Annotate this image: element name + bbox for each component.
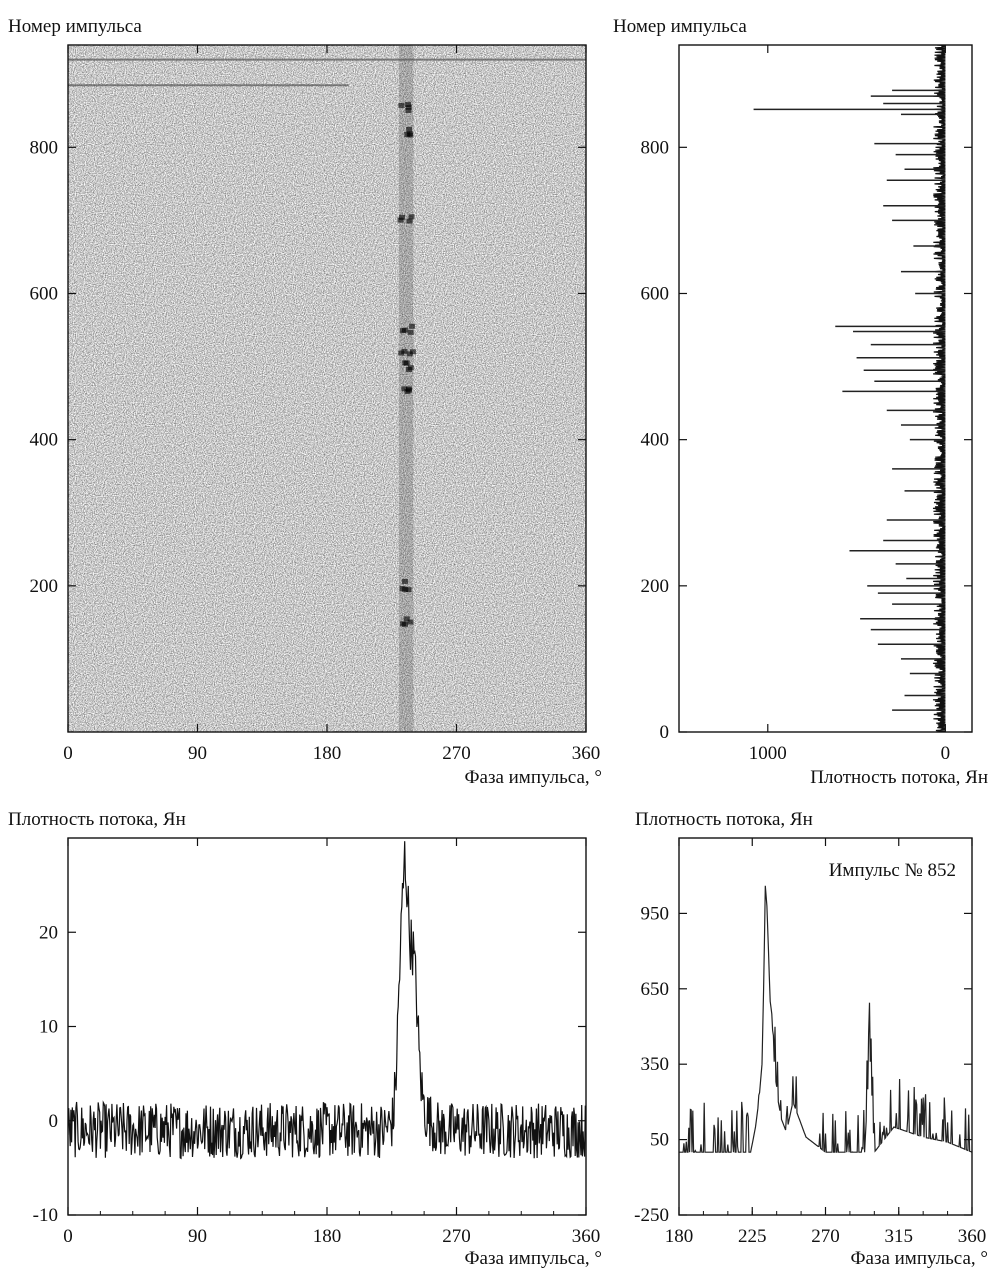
bright-pulse-mark xyxy=(409,349,416,355)
single-pulse-series xyxy=(679,885,972,1153)
flux-pulse-ticks: 1000 0 0 200 400 600 800 xyxy=(641,45,972,764)
avg-profile-ytick-label: 0 xyxy=(49,1111,59,1132)
waterfall-xtick-label: 270 xyxy=(442,743,471,764)
avg-profile-xtick-label: 90 xyxy=(188,1226,207,1247)
bright-pulse-mark xyxy=(398,102,405,108)
bright-pulse-mark xyxy=(405,104,412,110)
single-pulse-xtick-label: 270 xyxy=(811,1226,840,1247)
flux-pulse-ytick-label: 400 xyxy=(641,430,670,451)
bright-pulse-mark xyxy=(406,126,413,132)
avg-profile-ylabel: Плотность потока, Ян xyxy=(8,809,186,830)
single-pulse-line xyxy=(679,885,972,1153)
avg-profile-xlabel: Фаза импульса, ° xyxy=(465,1248,603,1269)
bright-pulse-mark xyxy=(397,217,404,223)
waterfall-ylabel: Номер импульса xyxy=(8,16,142,37)
avg-profile-frame xyxy=(67,837,587,1216)
bright-pulse-mark xyxy=(406,387,413,393)
avg-profile-ytick-label: 10 xyxy=(39,1017,58,1038)
bright-pulse-mark xyxy=(401,327,408,333)
single-pulse-ytick-label: 50 xyxy=(650,1130,669,1151)
waterfall-xtick-label: 360 xyxy=(572,743,601,764)
average-profile-panel: Плотность потока, Ян 0 90 180 270 360-100102… xyxy=(8,809,602,1269)
single-pulse-xtick-label: 225 xyxy=(738,1226,767,1247)
waterfall-ticks: 0 90 180 270 360 200 400 600 800 xyxy=(30,45,601,764)
flux-vs-pulse-panel: Номер импульса 1000 0 0 200 400 600 800 Плотно… xyxy=(613,16,988,788)
flux-pulse-xlabel: Плотность потока, Ян xyxy=(810,767,988,788)
waterfall-ytick-label: 600 xyxy=(30,283,59,304)
single-pulse-ytick-label: 350 xyxy=(641,1054,670,1075)
waterfall-ytick-label: 200 xyxy=(30,576,59,597)
bright-pulse-mark xyxy=(399,586,406,592)
bright-pulse-mark xyxy=(405,587,412,593)
avg-profile-line xyxy=(68,841,586,1160)
flux-pulse-ytick-label: 200 xyxy=(641,576,670,597)
bright-pulse-mark xyxy=(403,360,410,366)
flux-noise-trace xyxy=(932,45,946,732)
single-pulse-ytick-label: 650 xyxy=(641,979,670,1000)
avg-profile-xtick-label: 360 xyxy=(572,1226,601,1247)
bright-pulse-mark xyxy=(404,132,411,138)
bright-pulse-mark xyxy=(406,351,413,357)
bright-pulse-mark xyxy=(407,619,414,625)
waterfall-panel: Номер импульса 0 90 180 270 360200400600800 … xyxy=(8,16,602,788)
bright-pulse-mark xyxy=(401,386,408,392)
waterfall-features xyxy=(68,45,586,732)
bright-pulse-mark xyxy=(408,214,415,220)
bright-pulse-mark xyxy=(407,329,414,335)
single-pulse-ylabel: Плотность потока, Ян xyxy=(635,809,813,830)
bright-pulse-mark xyxy=(407,132,414,138)
bright-pulse-mark xyxy=(406,218,413,224)
flux-pulse-xtick-label: 1000 xyxy=(749,743,787,764)
single-pulse-annotation: Импульс № 852 xyxy=(829,860,956,881)
bright-pulse-mark xyxy=(406,366,413,372)
flux-pulse-ytick-label: 0 xyxy=(660,722,670,743)
avg-profile-xtick-label: 0 xyxy=(63,1226,73,1247)
waterfall-ytick-label: 800 xyxy=(30,137,59,158)
bright-pulse-mark xyxy=(401,578,408,584)
avg-profile-ytick-label: 20 xyxy=(39,922,58,943)
bright-pulse-mark xyxy=(401,348,408,354)
bright-pulse-mark xyxy=(403,616,410,622)
single-pulse-ytick-label: -250 xyxy=(634,1205,669,1226)
single-pulse-frame xyxy=(678,837,973,1216)
avg-profile-series xyxy=(68,841,586,1160)
single-pulse-panel: Плотность потока, Ян Импульс № 852 180 22… xyxy=(634,809,988,1269)
single-pulse-ticks: 180 225 270 315 360 -250 50 350 650 950 xyxy=(634,838,986,1247)
bright-pulse-mark xyxy=(398,350,405,356)
waterfall-grain xyxy=(68,45,586,732)
flux-pulse-ylabel: Номер импульса xyxy=(613,16,747,37)
avg-profile-ytick-label: -10 xyxy=(33,1205,58,1226)
single-pulse-xtick-label: 360 xyxy=(958,1226,987,1247)
flux-pulse-frame xyxy=(678,44,973,733)
bright-pulse-mark xyxy=(401,621,408,627)
flux-pulse-ytick-label: 600 xyxy=(641,283,670,304)
single-pulse-xtick-label: 315 xyxy=(885,1226,914,1247)
bright-pulse-mark xyxy=(398,214,405,220)
flux-pulse-xtick-label: 0 xyxy=(941,743,951,764)
bright-pulse-mark xyxy=(405,108,412,114)
flux-pulse-series xyxy=(753,45,946,732)
single-pulse-xlabel: Фаза импульса, ° xyxy=(851,1248,989,1269)
avg-profile-xtick-label: 180 xyxy=(313,1226,342,1247)
waterfall-xtick-label: 90 xyxy=(188,743,207,764)
single-pulse-ytick-label: 950 xyxy=(641,903,670,924)
waterfall-ytick-label: 400 xyxy=(30,430,59,451)
waterfall-xtick-label: 180 xyxy=(313,743,342,764)
waterfall-xlabel: Фаза импульса, ° xyxy=(465,767,603,788)
single-pulse-xtick-label: 180 xyxy=(665,1226,694,1247)
flux-pulse-ytick-label: 800 xyxy=(641,137,670,158)
waterfall-xtick-label: 0 xyxy=(63,743,73,764)
bright-pulse-mark xyxy=(409,323,416,329)
bright-pulse-mark xyxy=(405,101,412,107)
avg-profile-xtick-label: 270 xyxy=(442,1226,471,1247)
